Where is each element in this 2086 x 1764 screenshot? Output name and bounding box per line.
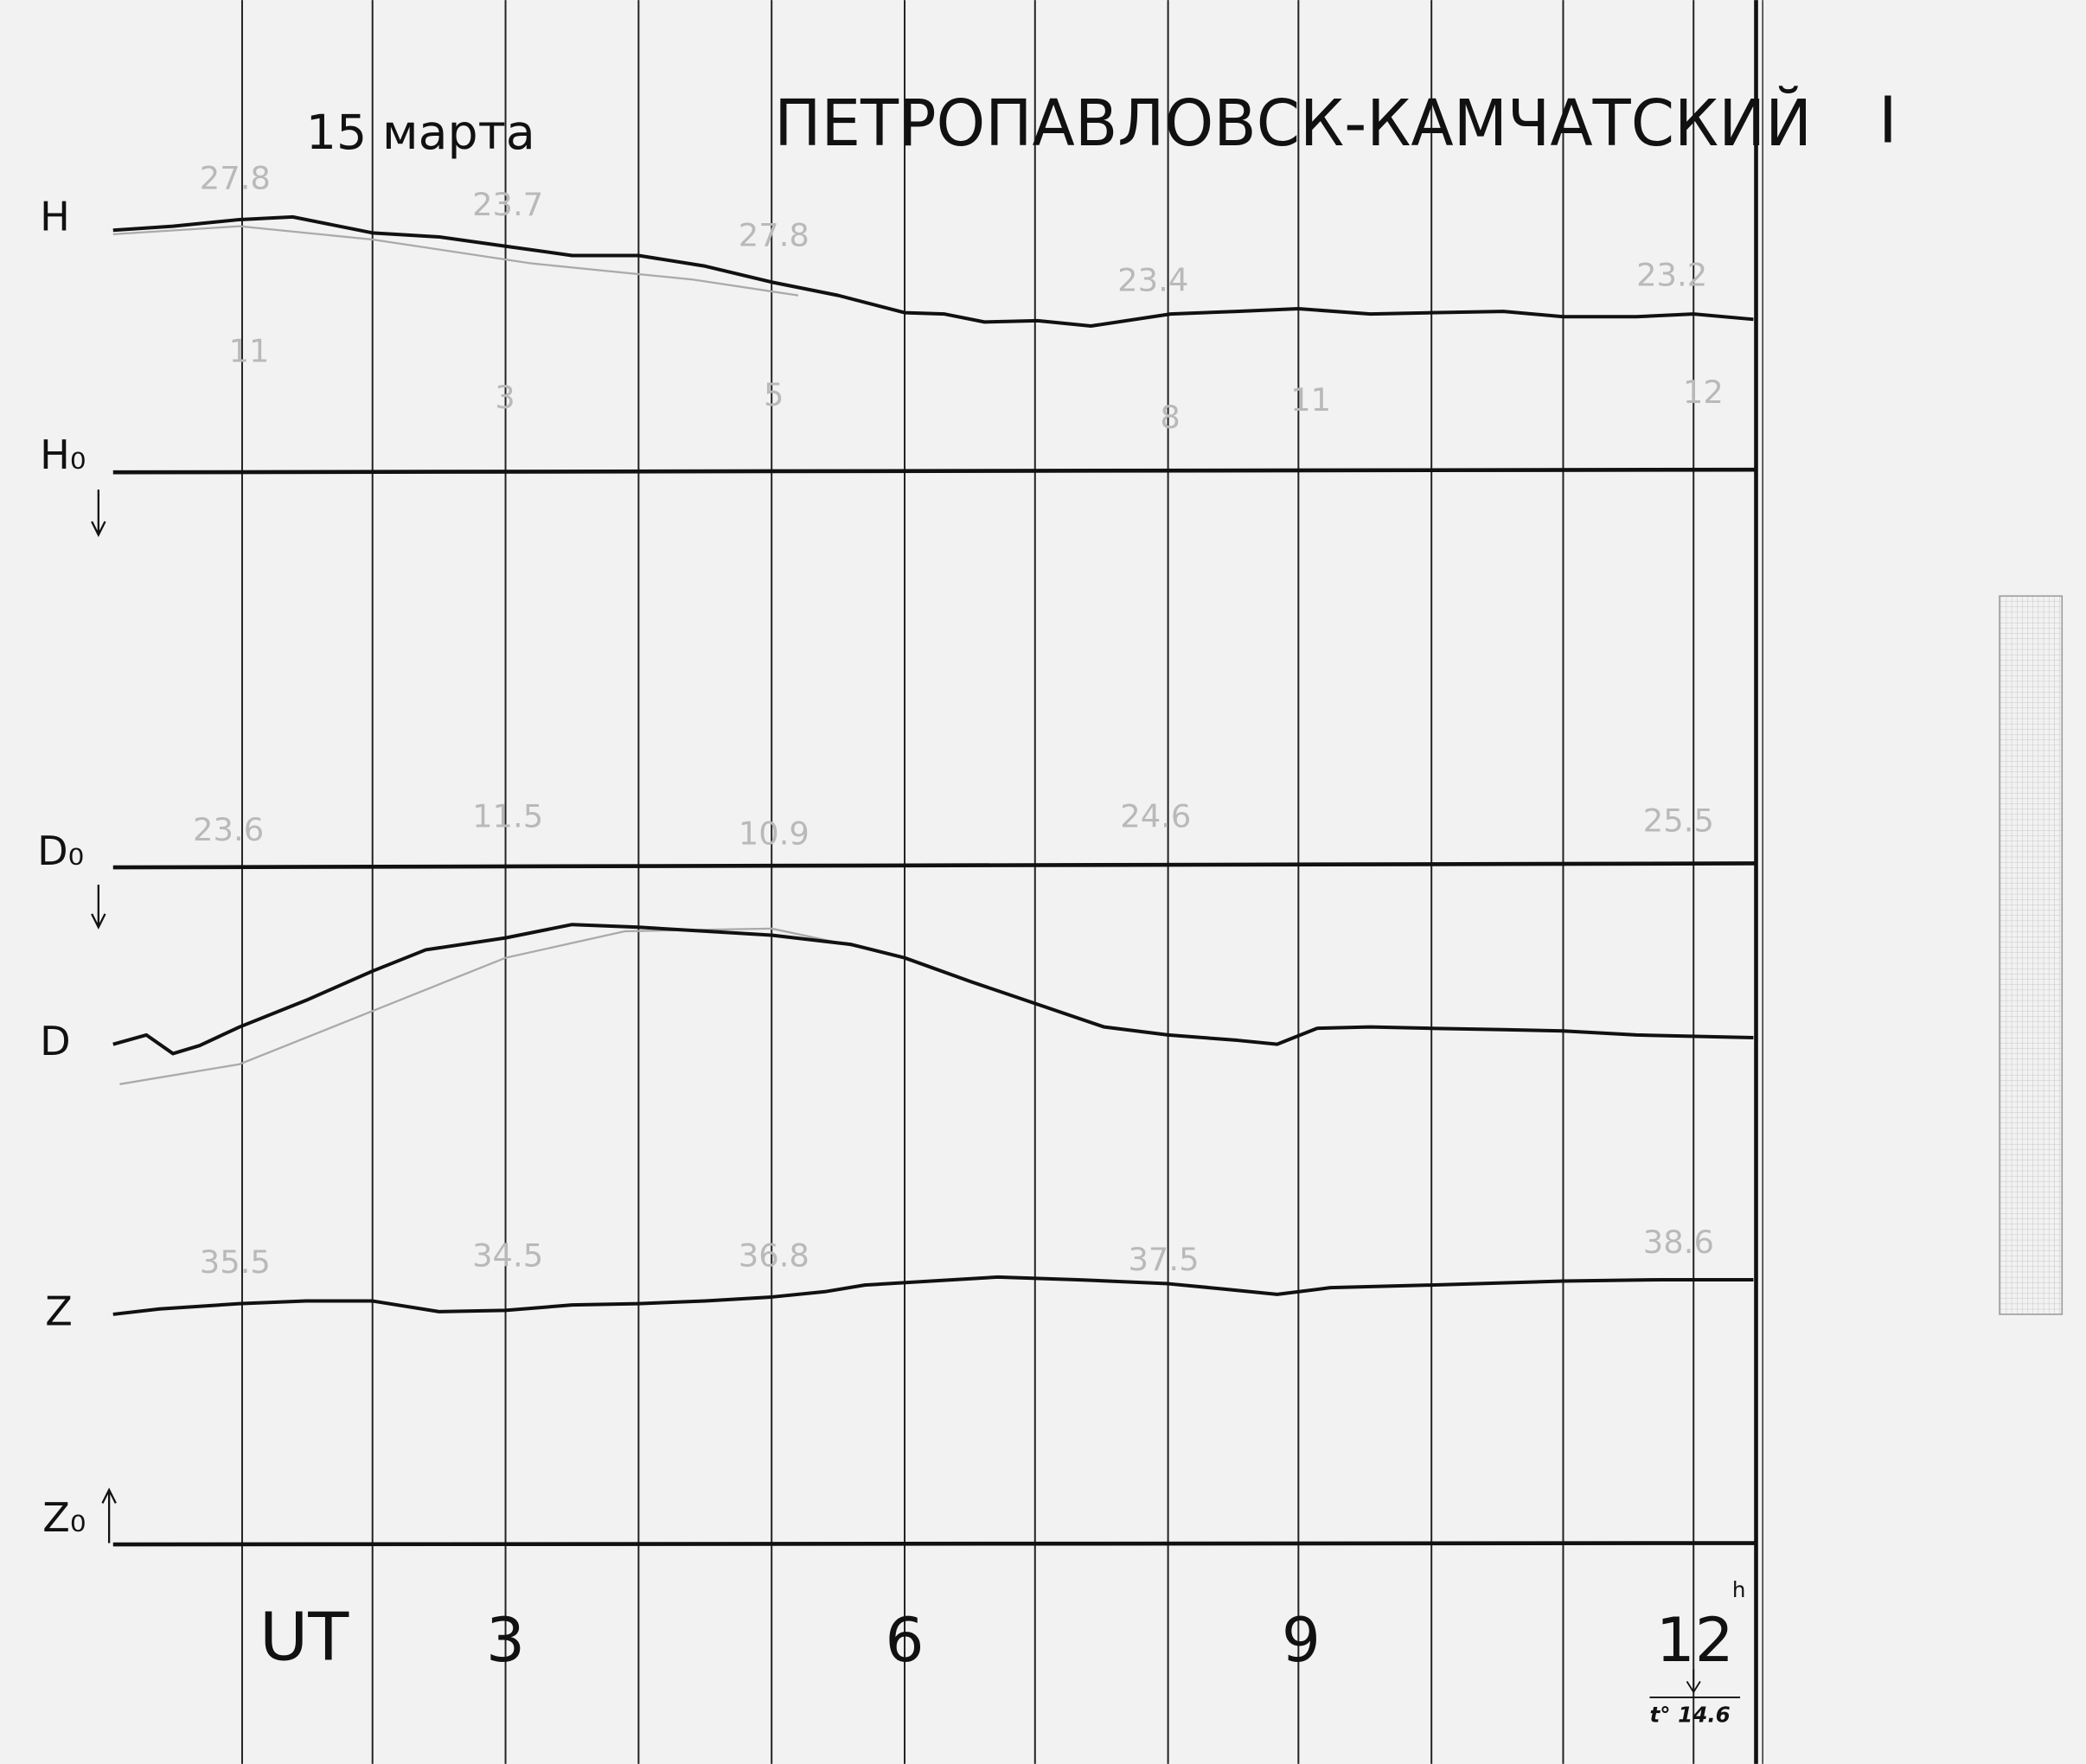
pencil-note: 23.6 [193,811,264,848]
pencil-note: 10.9 [739,815,809,853]
instrument: I [1878,84,1897,158]
arrow [101,1487,117,1544]
date: 15 марта [306,105,535,161]
arrow [1686,1669,1701,1694]
pencil-note: 11 [229,332,270,369]
pencil-note: 36.8 [739,1237,809,1274]
time-axis-label: UT [259,1599,349,1676]
pencil-note: 23.4 [1117,262,1188,299]
pencil-note: 5 [764,376,784,413]
pencil-curve [112,225,799,297]
pencil-note: 23.7 [472,186,543,223]
pencil-curve [119,927,879,1085]
pencil-note: 34.5 [472,1237,543,1274]
trace-label: H₀ [40,431,86,478]
pencil-note: 24.6 [1120,798,1191,835]
h-trace [112,214,1754,329]
arrow [91,885,106,930]
traces [112,214,1754,1316]
z-baseline [112,1541,1756,1547]
pencil-note: 3 [495,379,515,416]
baselines [112,467,1756,1547]
pencil-note: 38.6 [1643,1224,1714,1261]
pencil-note: 8 [1160,399,1180,436]
z-trace [112,1275,1754,1316]
arrow [91,489,106,538]
time-tick: 12 [1656,1604,1734,1676]
pencil-note: 11.5 [472,798,543,835]
pencil-note: 27.8 [200,159,271,196]
scale-strip [1999,595,2064,1315]
time-tick: 3 [486,1604,525,1676]
time-tick: 9 [1282,1604,1321,1676]
pencil-note: 27.8 [739,216,809,253]
temperature: t° 14.6 [1649,1702,1730,1727]
pencil-note: 23.2 [1636,257,1707,294]
arrows [91,489,1741,1698]
pencil-note: 35.5 [200,1243,271,1281]
trace-label: D [40,1018,71,1064]
pencil-note: 37.5 [1128,1241,1199,1278]
d-trace [112,923,1754,1056]
trace-label: H [40,193,70,240]
hour-lines [240,0,1763,1764]
trace-label: Z₀ [42,1494,86,1541]
pencil-note: 12 [1683,374,1724,411]
pencil-note: 11 [1290,381,1331,419]
time-unit: h [1732,1577,1746,1602]
title: ПЕТРОПАВЛОВСК-КАМЧАТСКИЙ [774,86,1812,161]
trace-label: Z [45,1288,73,1334]
pencil-note: 25.5 [1643,802,1714,839]
trace-label: D₀ [37,828,84,874]
h-baseline [112,467,1756,475]
pencil-notes: 27.8 23.7 27.8 23.4 23.2 11 3 5 8 11 12 … [193,159,1724,1281]
d-baseline [112,861,1756,870]
time-tick: 6 [886,1604,925,1676]
